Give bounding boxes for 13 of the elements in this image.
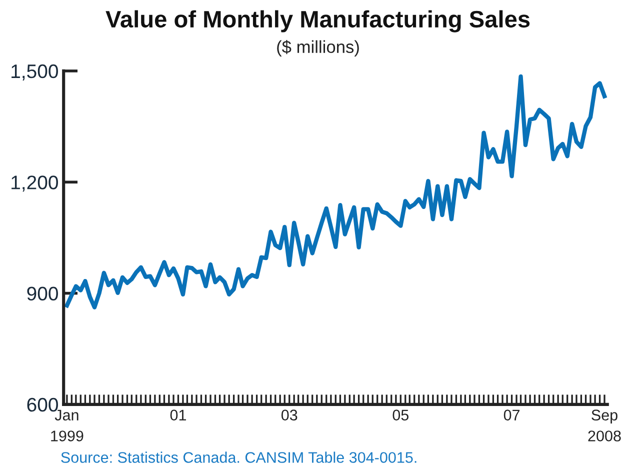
chart-subtitle: ($ millions) bbox=[277, 40, 359, 56]
y-tick-label: 1,200 bbox=[12, 176, 58, 192]
line-series bbox=[64, 74, 607, 310]
x-tick-label: Sep 2008 bbox=[588, 410, 621, 442]
x-tick-label: 07 bbox=[504, 410, 520, 420]
chart-title: Value of Monthly Manufacturing Sales bbox=[106, 10, 530, 32]
y-tick-label: 900 bbox=[27, 286, 58, 300]
x-tick-label: 01 bbox=[170, 410, 186, 420]
y-tick-label: 1,500 bbox=[12, 64, 58, 80]
y-tick-label: 600 bbox=[27, 398, 58, 412]
x-tick-label: 03 bbox=[281, 410, 298, 420]
source-note: Source: Statistics Canada. CANSIM Table 304-0015. bbox=[61, 452, 416, 463]
x-tick-label: 05 bbox=[392, 410, 409, 420]
